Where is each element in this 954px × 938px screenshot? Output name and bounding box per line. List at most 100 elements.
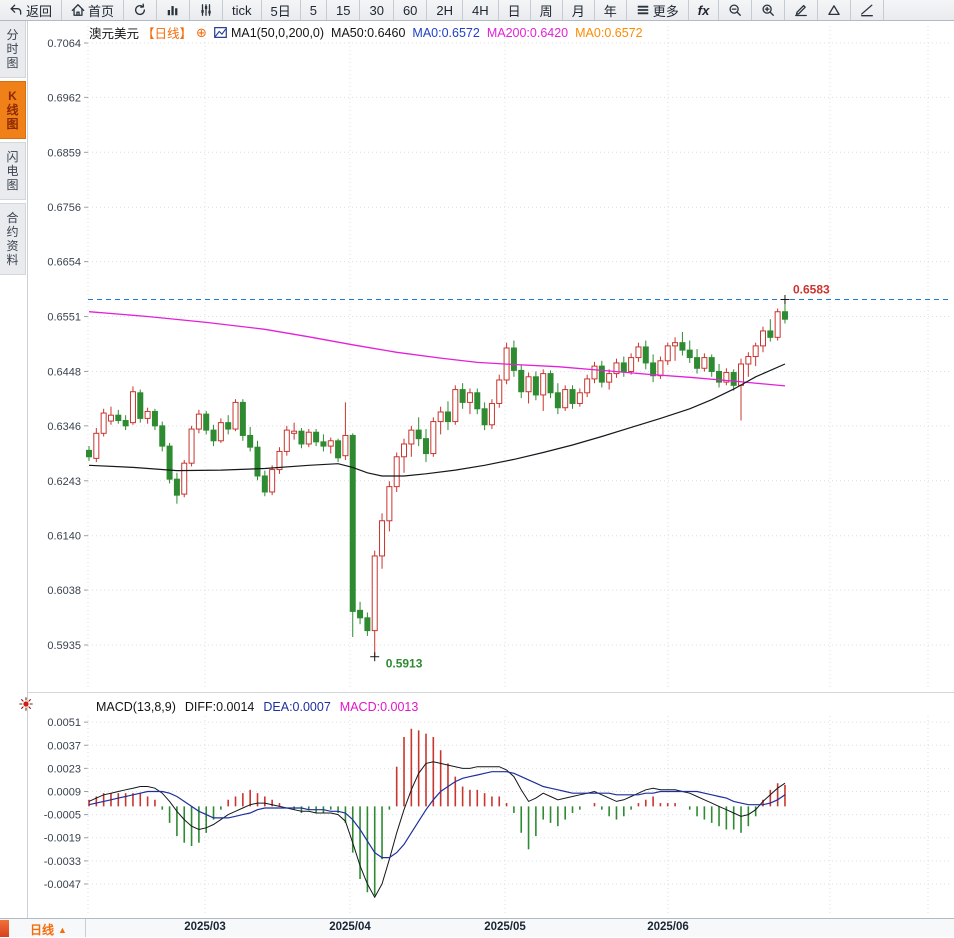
sidebar: 分 时 图 K 线 图闪 电 图合 约 资 料 [0,20,28,936]
x-axis-month-label: 2025/04 [329,921,371,933]
toolbar-button-label: 更多 [652,3,679,19]
x-axis-month-label: 2025/06 [647,921,689,933]
macd-axis-labels: 0.0051 0.0037 0.0023 0.0009 -0.0005 -0.0019 -0… [44,717,81,891]
macd-diff-value: DIFF:0.0014 [184,700,255,714]
toolbar-button-label: 返回 [26,3,53,19]
toolbar-button-period-30[interactable]: 30 [360,0,394,20]
macd-histogram [88,728,786,896]
toolbar-button-period-5[interactable]: 5 [301,0,327,20]
toolbar-button-label: 15 [336,2,351,18]
svg-text:0.0037: 0.0037 [47,740,81,752]
toolbar-button-zoom-out[interactable] [719,0,753,20]
svg-text:0.0009: 0.0009 [47,787,81,799]
svg-text:0.6243: 0.6243 [47,476,81,488]
bottom-bar: 日线 ▲ 2025/03 2025/04 2025/05 2025/06 [0,918,954,937]
toolbar-button-label: 首页 [88,3,115,19]
last-price-marker [780,294,790,304]
toolbar-button-label: 30 [369,2,384,18]
indicator-settings-sun-icon[interactable] [19,697,33,711]
toolbar-button-period-60[interactable]: 60 [394,0,428,20]
macd-diff-line [88,761,786,899]
toolbar-button-home[interactable]: 首页 [62,0,125,20]
svg-text:0.6859: 0.6859 [47,147,81,159]
toolbar-button-label: 60 [402,2,418,18]
svg-text:-0.0033: -0.0033 [44,856,81,868]
sidebar-tab-contract-info[interactable]: 合 约 资 料 [0,203,26,275]
trend-line-icon [860,3,874,17]
ma200-line [88,311,786,387]
svg-text:0.6962: 0.6962 [47,92,81,104]
toolbar-button-back[interactable]: 返回 [0,0,63,20]
toolbar-button-label: 年 [603,3,617,19]
toolbar-button-tick[interactable]: tick [223,0,262,20]
add-indicator-icon[interactable]: ⊕ [196,24,207,40]
toolbar-button-indicators[interactable] [190,0,224,20]
macd-dea-line [88,771,786,859]
svg-text:0.6038: 0.6038 [47,585,81,597]
macd-value: MACD:0.0013 [339,700,419,714]
toolbar-button-chart-style[interactable] [157,0,191,20]
svg-text:0.6448: 0.6448 [47,366,81,378]
svg-text:0.7064: 0.7064 [47,38,81,50]
macd-name: MACD(13,8,9) [96,700,176,714]
toolbar-button-period-5d[interactable]: 5日 [262,0,301,20]
zoom-in-icon [761,3,775,17]
svg-text:0.0023: 0.0023 [47,763,81,775]
refresh-icon [133,3,147,17]
toolbar-button-period-15[interactable]: 15 [327,0,361,20]
sidebar-tab-kline[interactable]: K 线 图 [0,81,26,139]
sidebar-tab-time-share[interactable]: 分 时 图 [0,20,26,78]
toolbar-button-shape-triangle[interactable] [818,0,852,20]
back-arrow-icon [9,3,23,17]
toolbar-button-label: fx [697,2,710,18]
toolbar-button-period-2h[interactable]: 2H [427,0,464,20]
toolbar-button-period-month[interactable]: 月 [563,0,595,20]
toolbar-button-period-week[interactable]: 周 [531,0,563,20]
kline-mini-icon[interactable] [214,27,227,38]
svg-text:0.6654: 0.6654 [47,257,81,269]
toolbar-button-label: 2H [436,2,454,18]
last-price-label: 0.6583 [793,282,830,296]
macd-dea-value: DEA:0.0007 [263,700,331,714]
toolbar-button-draw[interactable] [785,0,819,20]
svg-text:0.6756: 0.6756 [47,202,81,214]
toolbar-button-trend-line[interactable] [851,0,885,20]
sliders-icon [199,3,213,17]
price-axis-labels: 0.7064 0.6962 0.6859 0.6756 0.6654 0.6551 0.64… [47,38,81,652]
low-price-label: 0.5913 [386,657,423,671]
toolbar-button-refresh[interactable] [124,0,158,20]
low-price-marker [370,652,380,662]
ma-group-label: MA1(50,0,200,0) [230,25,325,40]
pencil-icon [794,3,808,17]
bottom-bar-divider [85,919,86,937]
toolbar-button-label: 日 [507,3,521,19]
toolbar-button-period-day[interactable]: 日 [499,0,531,20]
chart-title-line: 澳元美元 【日线】 ⊕ MA1(50,0,200,0) MA50:0.6460 … [89,23,643,42]
period-selector-arrow-icon: ▲ [58,924,67,935]
toolbar-button-more[interactable]: 更多 [627,0,689,20]
period-badge[interactable]: 【日线】 [142,27,193,41]
zoom-out-icon [728,3,742,17]
sidebar-tab-lightning[interactable]: 闪 电 图 [0,142,26,200]
toolbar-button-fx[interactable]: fx [689,0,720,20]
period-selector[interactable]: 日线 ▲ [30,921,67,938]
toolbar-button-label: 5日 [270,3,291,19]
svg-text:-0.0047: -0.0047 [44,879,81,891]
svg-text:0.6346: 0.6346 [47,421,81,433]
toolbar-button-label: 周 [539,3,553,19]
toolbar-button-period-year[interactable]: 年 [595,0,627,20]
ma50-value: MA50:0.6460 [331,25,406,40]
ma0-blue-value: MA0:0.6572 [412,25,480,40]
ma200-value: MA200:0.6420 [486,25,569,40]
candlesticks [86,299,788,657]
toolbar-button-label: 5 [309,2,317,18]
svg-text:0.0051: 0.0051 [47,717,81,729]
toolbar-button-zoom-in[interactable] [752,0,786,20]
svg-text:0.6551: 0.6551 [47,312,81,324]
panel-divider [28,692,954,693]
corner-accent-block [0,920,9,937]
home-icon [71,3,85,17]
toolbar-button-label: 月 [571,3,585,19]
toolbar-button-period-4h[interactable]: 4H [463,0,499,20]
